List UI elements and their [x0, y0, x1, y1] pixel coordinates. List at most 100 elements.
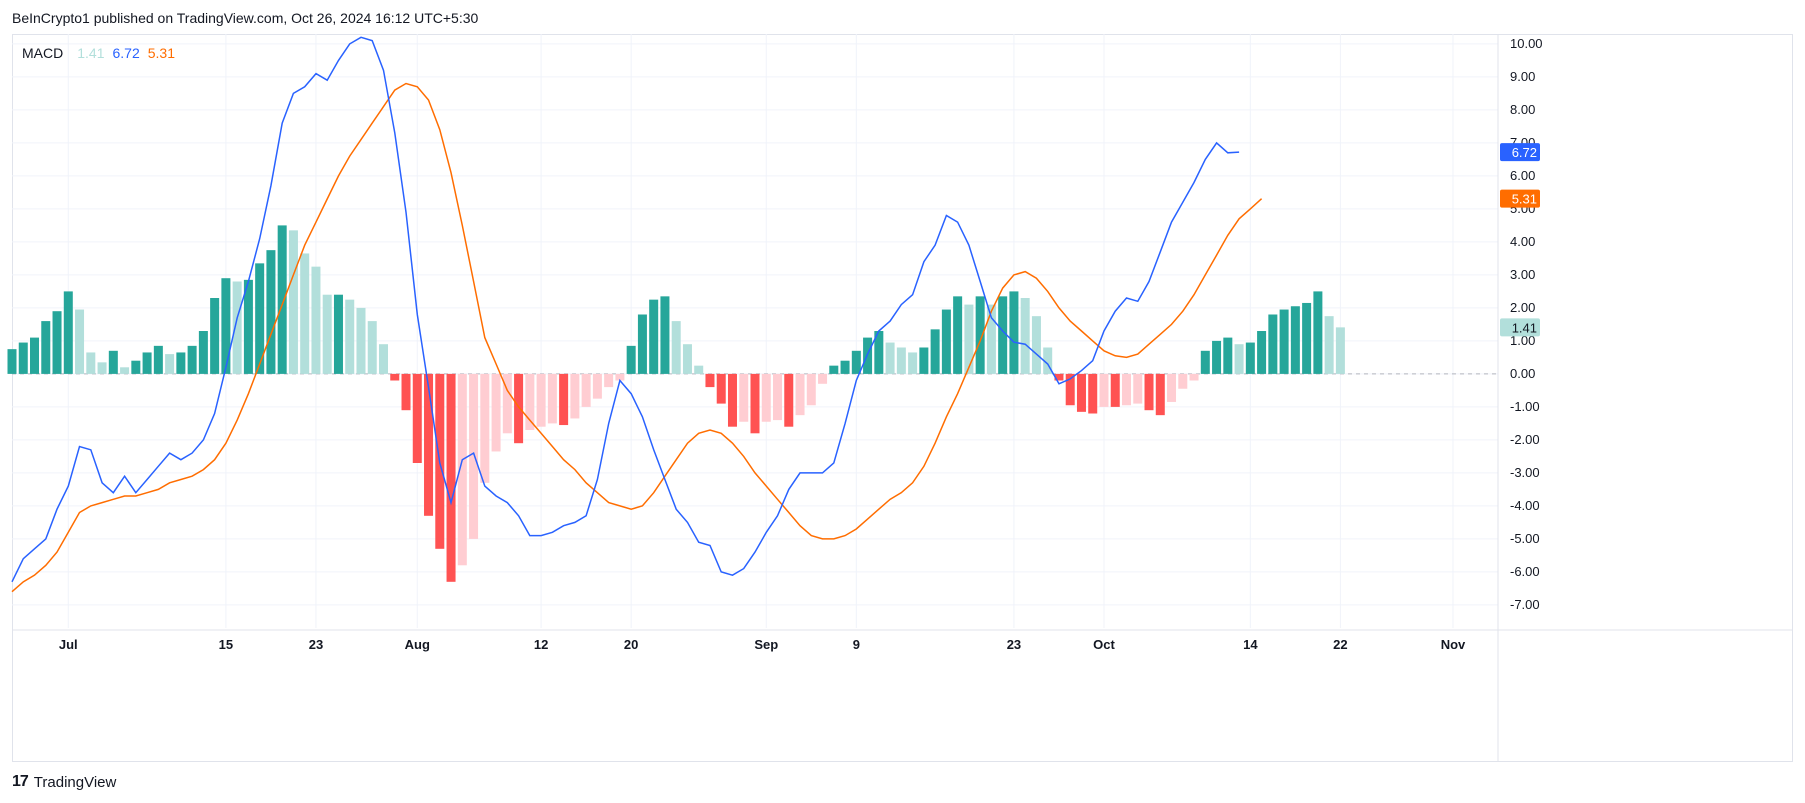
histogram-bar	[390, 373, 400, 381]
histogram-bar	[559, 373, 569, 426]
histogram-bar	[1144, 373, 1154, 411]
histogram-bar	[7, 349, 17, 374]
signal-line	[11, 82, 1263, 593]
histogram-bar	[97, 362, 107, 374]
x-tick-label: Sep	[754, 637, 778, 652]
x-tick-label: Oct	[1093, 637, 1115, 652]
histogram-bar	[896, 347, 906, 374]
histogram-bar	[604, 373, 614, 388]
histogram-bar	[142, 352, 152, 374]
histogram-bar	[187, 345, 197, 374]
tradingview-brand[interactable]: 17 TradingView	[12, 773, 116, 791]
histogram-bar	[773, 373, 783, 421]
histogram-bar	[806, 373, 816, 406]
x-tick-label: Jul	[59, 637, 78, 652]
histogram-bar	[367, 321, 377, 374]
histogram-bar	[288, 230, 298, 374]
histogram-bar	[637, 314, 647, 374]
histogram-bar	[851, 350, 861, 374]
histogram-bar	[953, 296, 963, 374]
histogram-bar	[120, 367, 130, 374]
histogram-bar	[525, 373, 535, 430]
histogram-bar	[998, 296, 1008, 374]
y-tick-label: -3.00	[1510, 465, 1540, 480]
histogram-bar	[930, 329, 940, 374]
histogram-bar	[1268, 314, 1278, 374]
histogram-bars	[7, 225, 1345, 582]
histogram-bar	[1043, 347, 1053, 374]
y-tick-label: 1.00	[1510, 333, 1535, 348]
histogram-bar	[86, 352, 96, 374]
y-tick-label: 4.00	[1510, 234, 1535, 249]
histogram-bar	[1076, 373, 1086, 412]
histogram-bar	[1178, 373, 1188, 389]
histogram-bar	[795, 373, 805, 416]
histogram-bar	[1110, 373, 1120, 407]
x-tick-label: 20	[624, 637, 638, 652]
x-tick-label: 23	[1007, 637, 1021, 652]
histogram-bar	[300, 253, 310, 374]
histogram-bar	[750, 373, 760, 434]
histogram-bar	[784, 373, 794, 427]
histogram-bar	[311, 266, 321, 374]
time-axis: Jul 15 23 Aug 12 20 Sep 9 23 Oct 14 22 Nov	[12, 629, 1793, 652]
y-tick-label: 3.00	[1510, 267, 1535, 282]
macd-last-value-badge: 6.72	[1500, 143, 1540, 162]
histogram-bar	[818, 373, 828, 384]
histogram-bar	[502, 373, 512, 434]
price-axis: 10.009.008.007.006.005.004.003.002.001.0…	[1497, 34, 1543, 762]
svg-text:1.41: 1.41	[1512, 320, 1537, 335]
histogram-bar	[210, 298, 220, 374]
histogram-bar	[1302, 302, 1312, 374]
y-tick-label: -1.00	[1510, 399, 1540, 414]
histogram-bar	[63, 291, 73, 374]
histogram-bar	[469, 373, 479, 539]
x-tick-label: 22	[1333, 637, 1347, 652]
histogram-bar	[941, 309, 951, 374]
histogram-bar	[18, 342, 28, 374]
histogram-bar	[1335, 327, 1345, 374]
histogram-bar	[1167, 373, 1177, 402]
histogram-bar	[243, 279, 253, 374]
histogram-bar	[1020, 298, 1030, 374]
legend-histogram-value: 1.41	[77, 45, 105, 61]
histogram-bar	[885, 342, 895, 374]
histogram-bar	[840, 360, 850, 374]
histogram-bar	[570, 373, 580, 419]
histogram-bar	[581, 373, 591, 407]
histogram-bar	[165, 354, 175, 374]
grid-lines	[12, 34, 1498, 628]
histogram-bar	[1234, 344, 1244, 374]
histogram-bar	[108, 350, 118, 374]
histogram-bar	[1257, 331, 1267, 374]
histogram-bar	[727, 373, 737, 427]
y-tick-label: 0.00	[1510, 366, 1535, 381]
x-tick-label: 12	[534, 637, 548, 652]
histogram-bar	[975, 296, 985, 374]
histogram-bar	[536, 373, 546, 427]
indicator-legend[interactable]: MACD 1.41 6.72 5.31	[22, 45, 175, 61]
histogram-bar	[1054, 373, 1064, 381]
histogram-bar	[1324, 316, 1334, 374]
indicator-name: MACD	[22, 45, 64, 61]
histogram-bar	[514, 373, 524, 444]
brand-name: TradingView	[33, 773, 117, 791]
histogram-bar	[322, 294, 332, 374]
histogram-bar	[694, 365, 704, 374]
histogram-bar	[75, 309, 85, 374]
histogram-bar	[716, 373, 726, 404]
histogram-bar	[345, 299, 355, 374]
last-value-badges: 1.41 5.31 6.72	[1500, 143, 1540, 337]
histogram-bar	[277, 225, 287, 374]
histogram-bar	[1223, 337, 1233, 374]
histogram-bar	[986, 304, 996, 374]
tradingview-logo-icon: 17	[12, 773, 29, 790]
histogram-bar	[198, 331, 208, 374]
x-tick-label: 23	[309, 637, 323, 652]
histogram-bar	[761, 373, 771, 422]
publish-info: BeInCrypto1 published on TradingView.com…	[12, 10, 479, 26]
histogram-bar	[1155, 373, 1165, 416]
macd-line	[11, 36, 1240, 583]
histogram-bar	[660, 296, 670, 374]
